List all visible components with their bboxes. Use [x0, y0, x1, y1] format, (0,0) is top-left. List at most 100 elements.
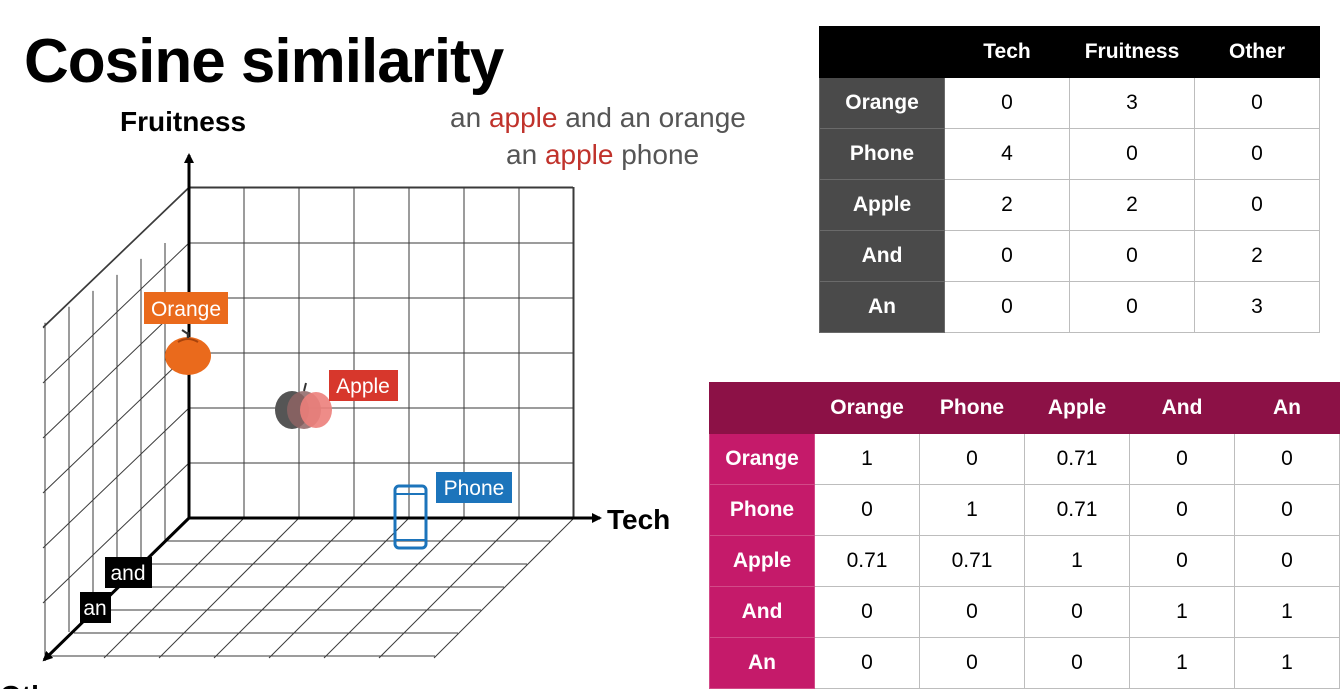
- similarity-table-row: And 0 0 0 1 1: [709, 586, 1340, 638]
- 3d-vector-plot: Fruitness Tech Other Orange Apple Phone: [0, 106, 670, 689]
- similarity-table-cell: 1: [1234, 637, 1340, 689]
- similarity-table-cell: 0.71: [1024, 484, 1130, 536]
- orange-label: Orange: [151, 298, 221, 321]
- y-axis-label: Fruitness: [120, 106, 246, 137]
- similarity-table-cell: 0.71: [919, 535, 1025, 587]
- z-axis-label: Other: [0, 680, 75, 689]
- similarity-table-cell: 0: [814, 637, 920, 689]
- sentence-1-post: and an orange: [557, 102, 746, 133]
- phone-label: Phone: [444, 477, 505, 500]
- sentence-1-pre: an: [450, 102, 489, 133]
- vector-table-row-label: Phone: [819, 128, 945, 180]
- vector-table-cell: 2: [1194, 230, 1320, 282]
- similarity-table-row: Phone 0 1 0.71 0 0: [709, 484, 1340, 536]
- example-sentence-1: an apple and an orange: [450, 102, 746, 134]
- vector-table-row-label: Orange: [819, 77, 945, 129]
- vector-table-cell: 0: [1069, 128, 1195, 180]
- z-axis: [42, 516, 191, 662]
- similarity-table-cell: 1: [1234, 586, 1340, 638]
- vector-table-cell: 0: [1194, 128, 1320, 180]
- vector-table-cell: 0: [1069, 230, 1195, 282]
- vector-table-row: And 0 0 2: [819, 230, 1320, 282]
- vector-table-cell: 2: [1069, 179, 1195, 231]
- sentence-2-post: phone: [613, 139, 700, 170]
- apple-point: Apple: [275, 370, 398, 429]
- similarity-table-row: Orange 1 0 0.71 0 0: [709, 433, 1340, 485]
- vector-table-col-header: Tech: [944, 26, 1070, 78]
- vector-table-cell: 0: [1069, 281, 1195, 333]
- similarity-table-col-header: Phone: [919, 382, 1025, 434]
- grid-line: [42, 242, 190, 384]
- vector-table-col-header: Other: [1194, 26, 1320, 78]
- similarity-table-col-header: Orange: [814, 382, 920, 434]
- similarity-table-row-label: Apple: [709, 535, 815, 587]
- vector-table-row-label: And: [819, 230, 945, 282]
- an-point: an: [80, 592, 111, 623]
- similarity-table-header-row: Orange Phone Apple And An: [709, 382, 1340, 434]
- apple-label-bg: [329, 370, 398, 401]
- grid-line: [213, 517, 355, 659]
- vector-table-cell: 3: [1194, 281, 1320, 333]
- grid-line: [42, 462, 190, 604]
- vector-table-corner: [819, 26, 945, 78]
- sentence-1-highlight: apple: [488, 102, 558, 133]
- vector-table-cell: 0: [1194, 77, 1320, 129]
- orange-label-bg: [144, 292, 228, 324]
- similarity-table-cell: 0: [1129, 484, 1235, 536]
- grid-line: [268, 517, 410, 659]
- vector-table-cell: 4: [944, 128, 1070, 180]
- page-title: Cosine similarity: [24, 27, 504, 96]
- similarity-table-cell: 0: [1234, 484, 1340, 536]
- similarity-table-cell: 1: [919, 484, 1025, 536]
- grid-line: [42, 187, 190, 329]
- sentence-2-highlight: apple: [544, 139, 614, 170]
- similarity-table-cell: 0: [1234, 433, 1340, 485]
- orange-fruit-icon: [165, 329, 211, 375]
- similarity-table-col-header: Apple: [1024, 382, 1130, 434]
- similarity-table-row-label: Orange: [709, 433, 815, 485]
- vector-table-cell: 0: [1194, 179, 1320, 231]
- similarity-table-cell: 0.71: [814, 535, 920, 587]
- vector-table-col-header: Fruitness: [1069, 26, 1195, 78]
- phone-point: Phone: [393, 472, 512, 550]
- vector-table-row: Orange 0 3 0: [819, 77, 1320, 129]
- vector-table-cell: 0: [944, 230, 1070, 282]
- vector-table-cell: 0: [944, 77, 1070, 129]
- vector-table: Tech Fruitness Other Orange 0 3 0 Phone …: [819, 26, 1320, 333]
- similarity-table-col-header: An: [1234, 382, 1340, 434]
- grid-line: [42, 186, 190, 328]
- grid-line: [158, 517, 300, 659]
- vector-table-row: Phone 4 0 0: [819, 128, 1320, 180]
- x-axis-label: Tech: [607, 504, 670, 535]
- vector-table-cell: 3: [1069, 77, 1195, 129]
- similarity-table-cell: 0: [919, 586, 1025, 638]
- an-label-bg: [80, 592, 111, 623]
- similarity-table-cell: 1: [814, 433, 920, 485]
- vector-table-cell: 0: [944, 281, 1070, 333]
- phone-label-bg: [436, 472, 512, 503]
- similarity-table-row-label: Phone: [709, 484, 815, 536]
- an-label: an: [83, 597, 106, 620]
- vector-table-header-row: Tech Fruitness Other: [819, 26, 1320, 78]
- similarity-table-cell: 0: [1024, 637, 1130, 689]
- and-label: and: [110, 562, 145, 585]
- similarity-table-cell: 0: [1129, 433, 1235, 485]
- similarity-table-cell: 0.71: [1024, 433, 1130, 485]
- similarity-table-row-label: And: [709, 586, 815, 638]
- similarity-table-cell: 0: [1024, 586, 1130, 638]
- example-sentence-2: an apple phone: [506, 139, 699, 171]
- similarity-table-cell: 1: [1129, 586, 1235, 638]
- similarity-table-corner: [709, 382, 815, 434]
- apple-label: Apple: [336, 375, 390, 398]
- plot-grid: [42, 186, 575, 659]
- vector-table-row: Apple 2 2 0: [819, 179, 1320, 231]
- grid-line: [433, 517, 575, 659]
- similarity-table-cell: 1: [1129, 637, 1235, 689]
- similarity-table-row: Apple 0.71 0.71 1 0 0: [709, 535, 1340, 587]
- vector-table-row-label: An: [819, 281, 945, 333]
- similarity-table-cell: 1: [1024, 535, 1130, 587]
- sentence-2-pre: an: [506, 139, 545, 170]
- similarity-table-col-header: And: [1129, 382, 1235, 434]
- similarity-table: Orange Phone Apple And An Orange 1 0 0.7…: [709, 382, 1340, 689]
- phone-icon: [393, 484, 428, 550]
